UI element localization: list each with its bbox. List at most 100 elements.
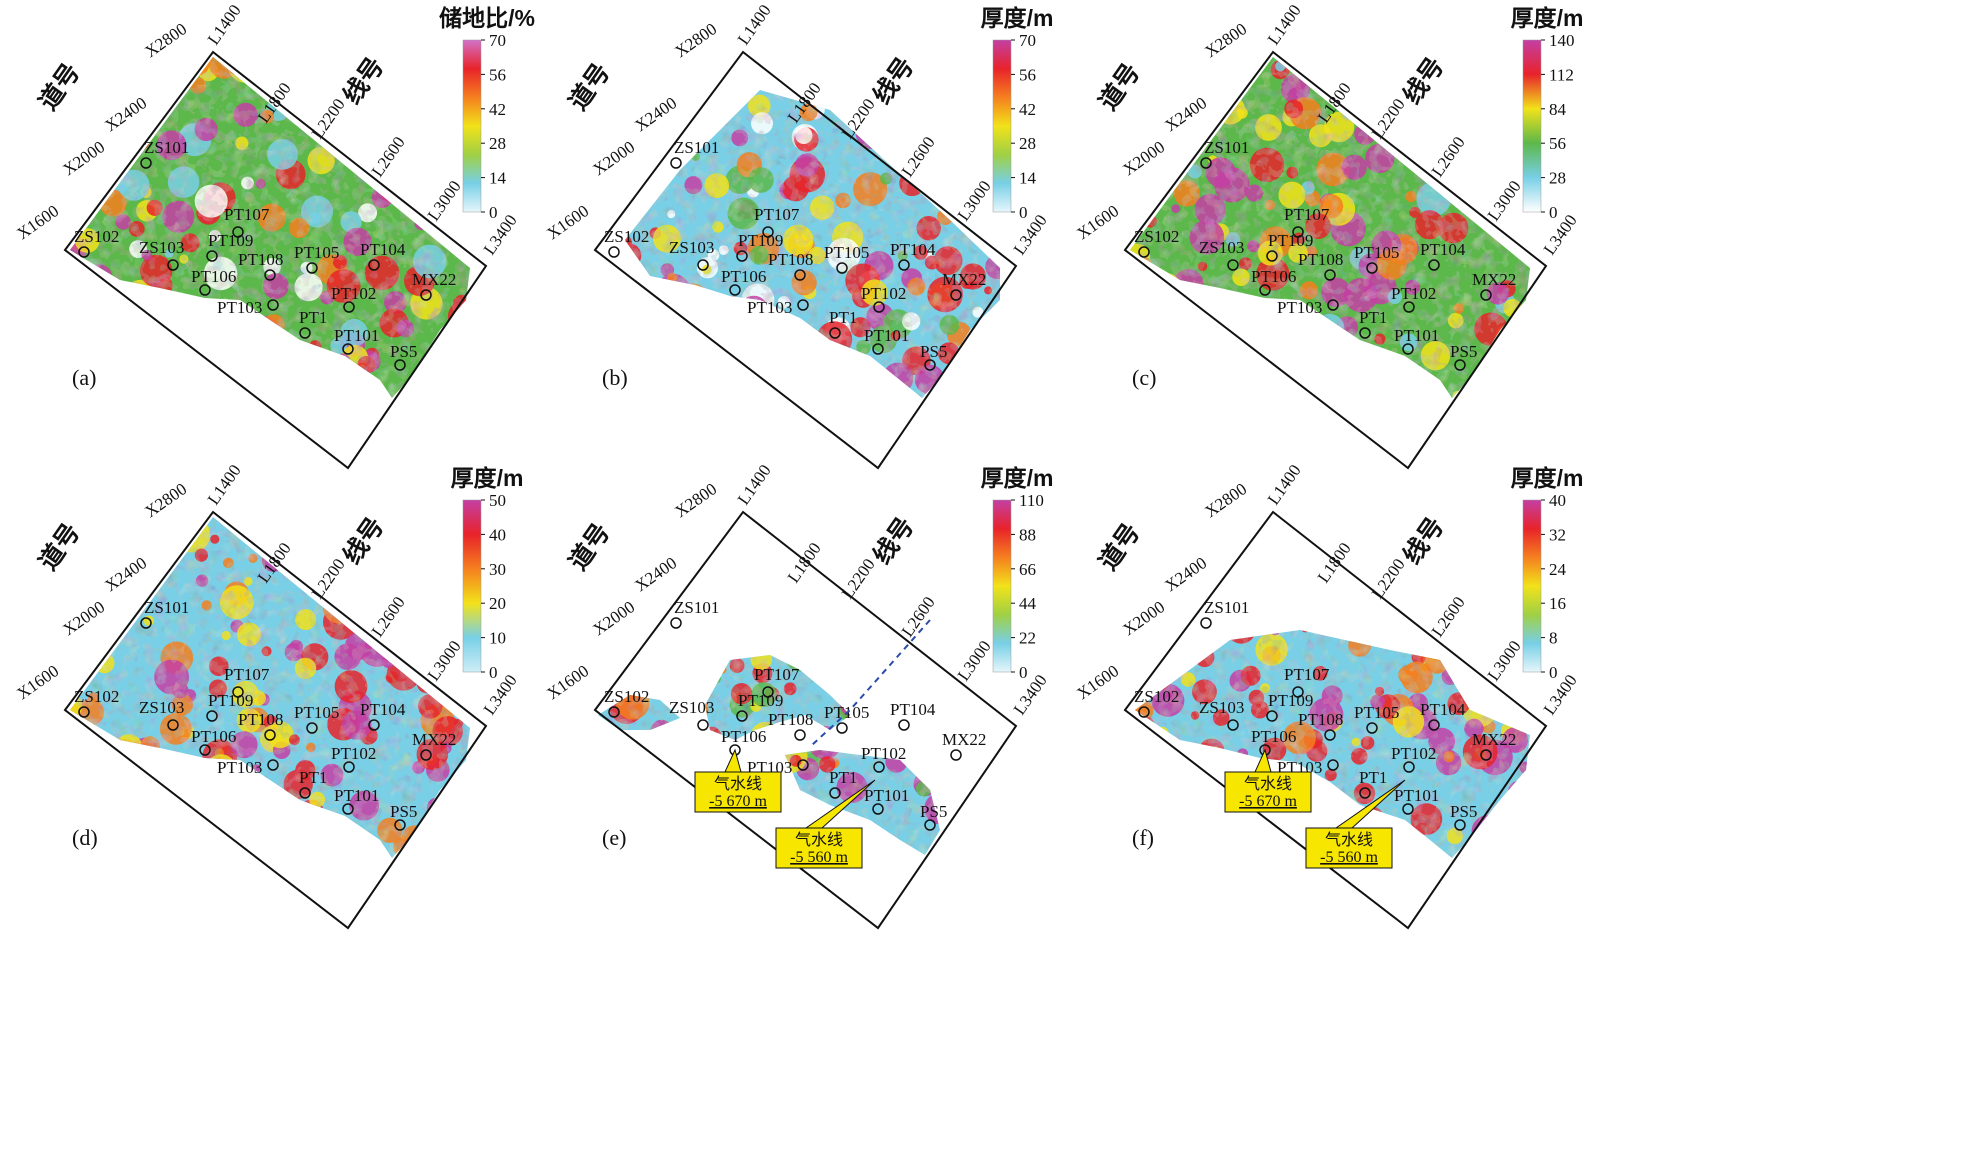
trace-number-label: X2400 [631,553,680,595]
colorbar-tick-label: 0 [1549,663,1558,682]
map-blob [316,57,344,81]
map-blob [1445,513,1468,536]
well-label: MX22 [1472,270,1516,289]
line-number-label: L2200 [838,95,879,142]
well-label: PT105 [1354,243,1399,262]
trace-number-label: X2000 [59,137,108,179]
map-blob [929,101,953,126]
map-blob [419,86,432,99]
map-blob [258,536,272,549]
map-blob [974,363,985,374]
trace-number-label: X2800 [1201,479,1250,521]
map-blob [936,845,940,855]
map-blob [138,815,151,827]
map-blob [1228,384,1256,398]
line-number-label: L3400 [1010,671,1051,718]
map-blob [725,377,740,392]
colorbar [462,499,482,673]
map-blob [941,53,956,68]
map-blob [594,556,623,585]
well-marker [762,686,774,698]
colorbar-title: 储地比/% [439,5,535,31]
map-blob [88,856,107,858]
line-number-label: L2600 [368,133,409,180]
map-blob [574,289,606,321]
well-marker [368,719,380,731]
well-label: PT1 [829,768,857,787]
map-blob [1503,833,1522,852]
map-blob [625,248,632,278]
map-blob [675,90,706,102]
map-blob [70,845,80,858]
well-label: PT1 [1359,768,1387,787]
well-marker [368,259,380,271]
trace-number-label: X2800 [671,479,720,521]
trace-number-label: X1600 [13,661,62,703]
map-blob [652,655,669,665]
well-label: ZS102 [74,687,119,706]
well-label: ZS102 [74,227,119,246]
well-label: PT109 [208,231,253,250]
well-label: ZS102 [604,227,649,246]
well-marker [267,299,279,311]
well-marker [797,299,809,311]
line-number-label: L3000 [424,637,465,684]
map-blob [1260,377,1278,395]
well-marker [1403,761,1415,773]
trace-number-label: X1600 [543,201,592,243]
map-blob [967,766,975,774]
map-blob [1293,349,1307,363]
map-blob [70,787,79,818]
well-label: PT101 [334,786,379,805]
map-blob [625,184,643,214]
map-blob [306,57,338,70]
well-marker [1366,262,1378,274]
trace-number-label: X2000 [59,597,108,639]
map-blob [1174,787,1204,817]
well-marker [140,157,152,169]
well-label: PT104 [890,240,936,259]
line-number-label: L3400 [1540,671,1581,718]
colorbar-tick-label: 42 [489,100,506,119]
well-marker [1200,157,1212,169]
map-blob [1480,577,1494,591]
map-blob [346,850,355,858]
map-blob [736,844,761,855]
map-blob [302,74,329,101]
colorbar-tick-label: 0 [1019,203,1028,222]
map-blob [669,524,687,542]
colorbar-tick-label: 40 [1549,491,1566,510]
line-axis-title: 线号 [1397,52,1449,110]
map-blob [1312,57,1348,81]
well-marker [199,744,211,756]
map-blob [1158,329,1176,347]
well-label: PT101 [864,326,909,345]
map-blob [1188,851,1213,858]
well-label: PT106 [1251,727,1296,746]
well-label: ZS102 [1134,687,1179,706]
map-blob [72,637,92,657]
well-marker [1480,289,1492,301]
well-label: PT105 [1354,703,1399,722]
colorbar-tick-label: 56 [1549,134,1566,153]
map-blob [1324,57,1356,67]
line-number-label: L1800 [1314,539,1355,586]
well-label: PT107 [1284,665,1330,684]
well-label: PT108 [238,710,283,729]
map-blob [70,289,75,309]
map-blob [256,57,276,61]
map-blob [928,49,958,79]
map-blob [654,783,671,800]
map-blob [429,590,455,616]
map-blob [679,90,698,99]
well-marker [872,803,884,815]
map-blob [1211,380,1240,398]
well-label: PT101 [864,786,909,805]
map-blob [1387,370,1402,386]
map-blob [70,641,82,669]
map-blob [77,286,99,308]
gas-water-label: 气水线 [714,775,762,793]
well-marker [264,729,276,741]
map-blob [926,767,940,795]
trace-number-label: X2400 [101,93,150,135]
